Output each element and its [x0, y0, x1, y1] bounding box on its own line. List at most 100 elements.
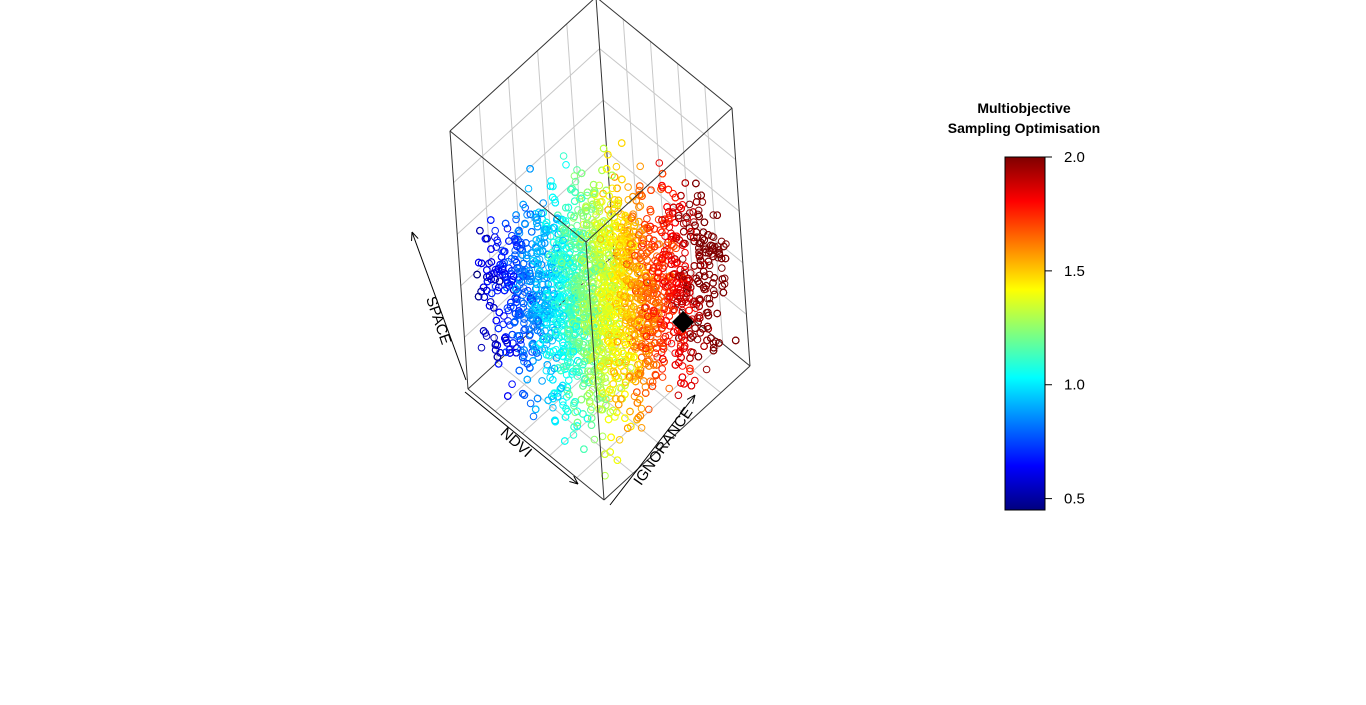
- data-point: [669, 328, 678, 337]
- data-point: [617, 210, 626, 218]
- data-point: [570, 212, 579, 221]
- data-point: [536, 234, 544, 243]
- data-point: [552, 265, 560, 274]
- data-point: [529, 412, 538, 421]
- data-point: [614, 257, 623, 265]
- data-point: [508, 231, 516, 240]
- data-point: [675, 334, 683, 342]
- data-point: [685, 200, 694, 209]
- data-point: [605, 304, 614, 312]
- data-point: [558, 258, 566, 267]
- data-point: [536, 247, 544, 256]
- data-point: [644, 289, 652, 298]
- data-point: [589, 189, 598, 197]
- data-point: [501, 219, 510, 228]
- data-point: [619, 349, 628, 358]
- data-point: [627, 318, 635, 326]
- data-point: [689, 348, 697, 357]
- data-point: [481, 329, 490, 337]
- data-point: [642, 303, 650, 312]
- data-point: [659, 264, 667, 273]
- data-point: [633, 294, 642, 302]
- data-point: [533, 349, 541, 357]
- data-point: [498, 265, 507, 274]
- data-point: [666, 322, 674, 330]
- data-point: [559, 309, 568, 318]
- data-point: [720, 242, 728, 251]
- data-point: [549, 403, 557, 412]
- data-point: [539, 199, 548, 207]
- data-point: [639, 293, 648, 302]
- data-point: [521, 288, 529, 296]
- data-point: [677, 379, 685, 387]
- data-point: [520, 326, 528, 335]
- data-point: [686, 364, 694, 373]
- data-point: [695, 295, 703, 304]
- data-point: [649, 306, 658, 315]
- data-point: [705, 261, 714, 270]
- data-point: [560, 226, 568, 234]
- data-point: [676, 342, 685, 351]
- data-point: [578, 291, 587, 300]
- data-point: [616, 239, 624, 248]
- data-point: [536, 328, 545, 337]
- data-point: [668, 240, 676, 249]
- data-point: [635, 371, 644, 380]
- data-point: [511, 294, 520, 303]
- data-point: [610, 283, 618, 292]
- data-point: [648, 267, 657, 275]
- data-point: [504, 392, 512, 400]
- data-point: [495, 308, 504, 317]
- data-point: [590, 190, 599, 199]
- data-point: [604, 348, 612, 356]
- data-point: [718, 264, 726, 272]
- data-point: [527, 307, 536, 316]
- data-point: [526, 277, 534, 286]
- data-point: [527, 300, 535, 308]
- data-point: [624, 183, 632, 191]
- data-point: [526, 272, 535, 281]
- data-point: [572, 229, 580, 238]
- data-point: [696, 256, 705, 265]
- data-point: [715, 250, 724, 259]
- data-point: [550, 389, 559, 398]
- data-point: [644, 312, 652, 321]
- data-point: [674, 211, 683, 220]
- data-point: [491, 265, 500, 274]
- data-point: [515, 366, 524, 375]
- data-point: [722, 240, 730, 248]
- data-point: [577, 256, 586, 264]
- data-point: [662, 241, 671, 250]
- data-point: [539, 293, 547, 301]
- data-point: [582, 202, 590, 210]
- data-point: [543, 307, 552, 316]
- data-point: [596, 235, 605, 243]
- data-point: [590, 295, 599, 304]
- data-point: [635, 217, 643, 226]
- data-point: [561, 217, 570, 225]
- data-point: [598, 166, 606, 175]
- data-point: [569, 263, 578, 271]
- data-point: [580, 320, 589, 329]
- data-point: [600, 299, 608, 308]
- data-point: [583, 348, 591, 356]
- data-point: [644, 320, 652, 329]
- data-point: [486, 298, 495, 306]
- data-point: [523, 375, 532, 384]
- data-point: [494, 238, 502, 247]
- data-point: [511, 317, 519, 326]
- data-point: [655, 303, 664, 312]
- data-point: [571, 305, 580, 313]
- data-point: [513, 242, 521, 250]
- data-point: [570, 172, 579, 180]
- grid-line: [526, 335, 663, 447]
- data-point: [602, 378, 610, 387]
- data-point: [615, 242, 624, 250]
- data-point: [694, 318, 702, 326]
- data-point: [515, 310, 523, 318]
- data-point: [573, 422, 582, 430]
- data-point: [629, 303, 638, 311]
- data-point: [677, 191, 685, 200]
- data-point: [610, 222, 619, 231]
